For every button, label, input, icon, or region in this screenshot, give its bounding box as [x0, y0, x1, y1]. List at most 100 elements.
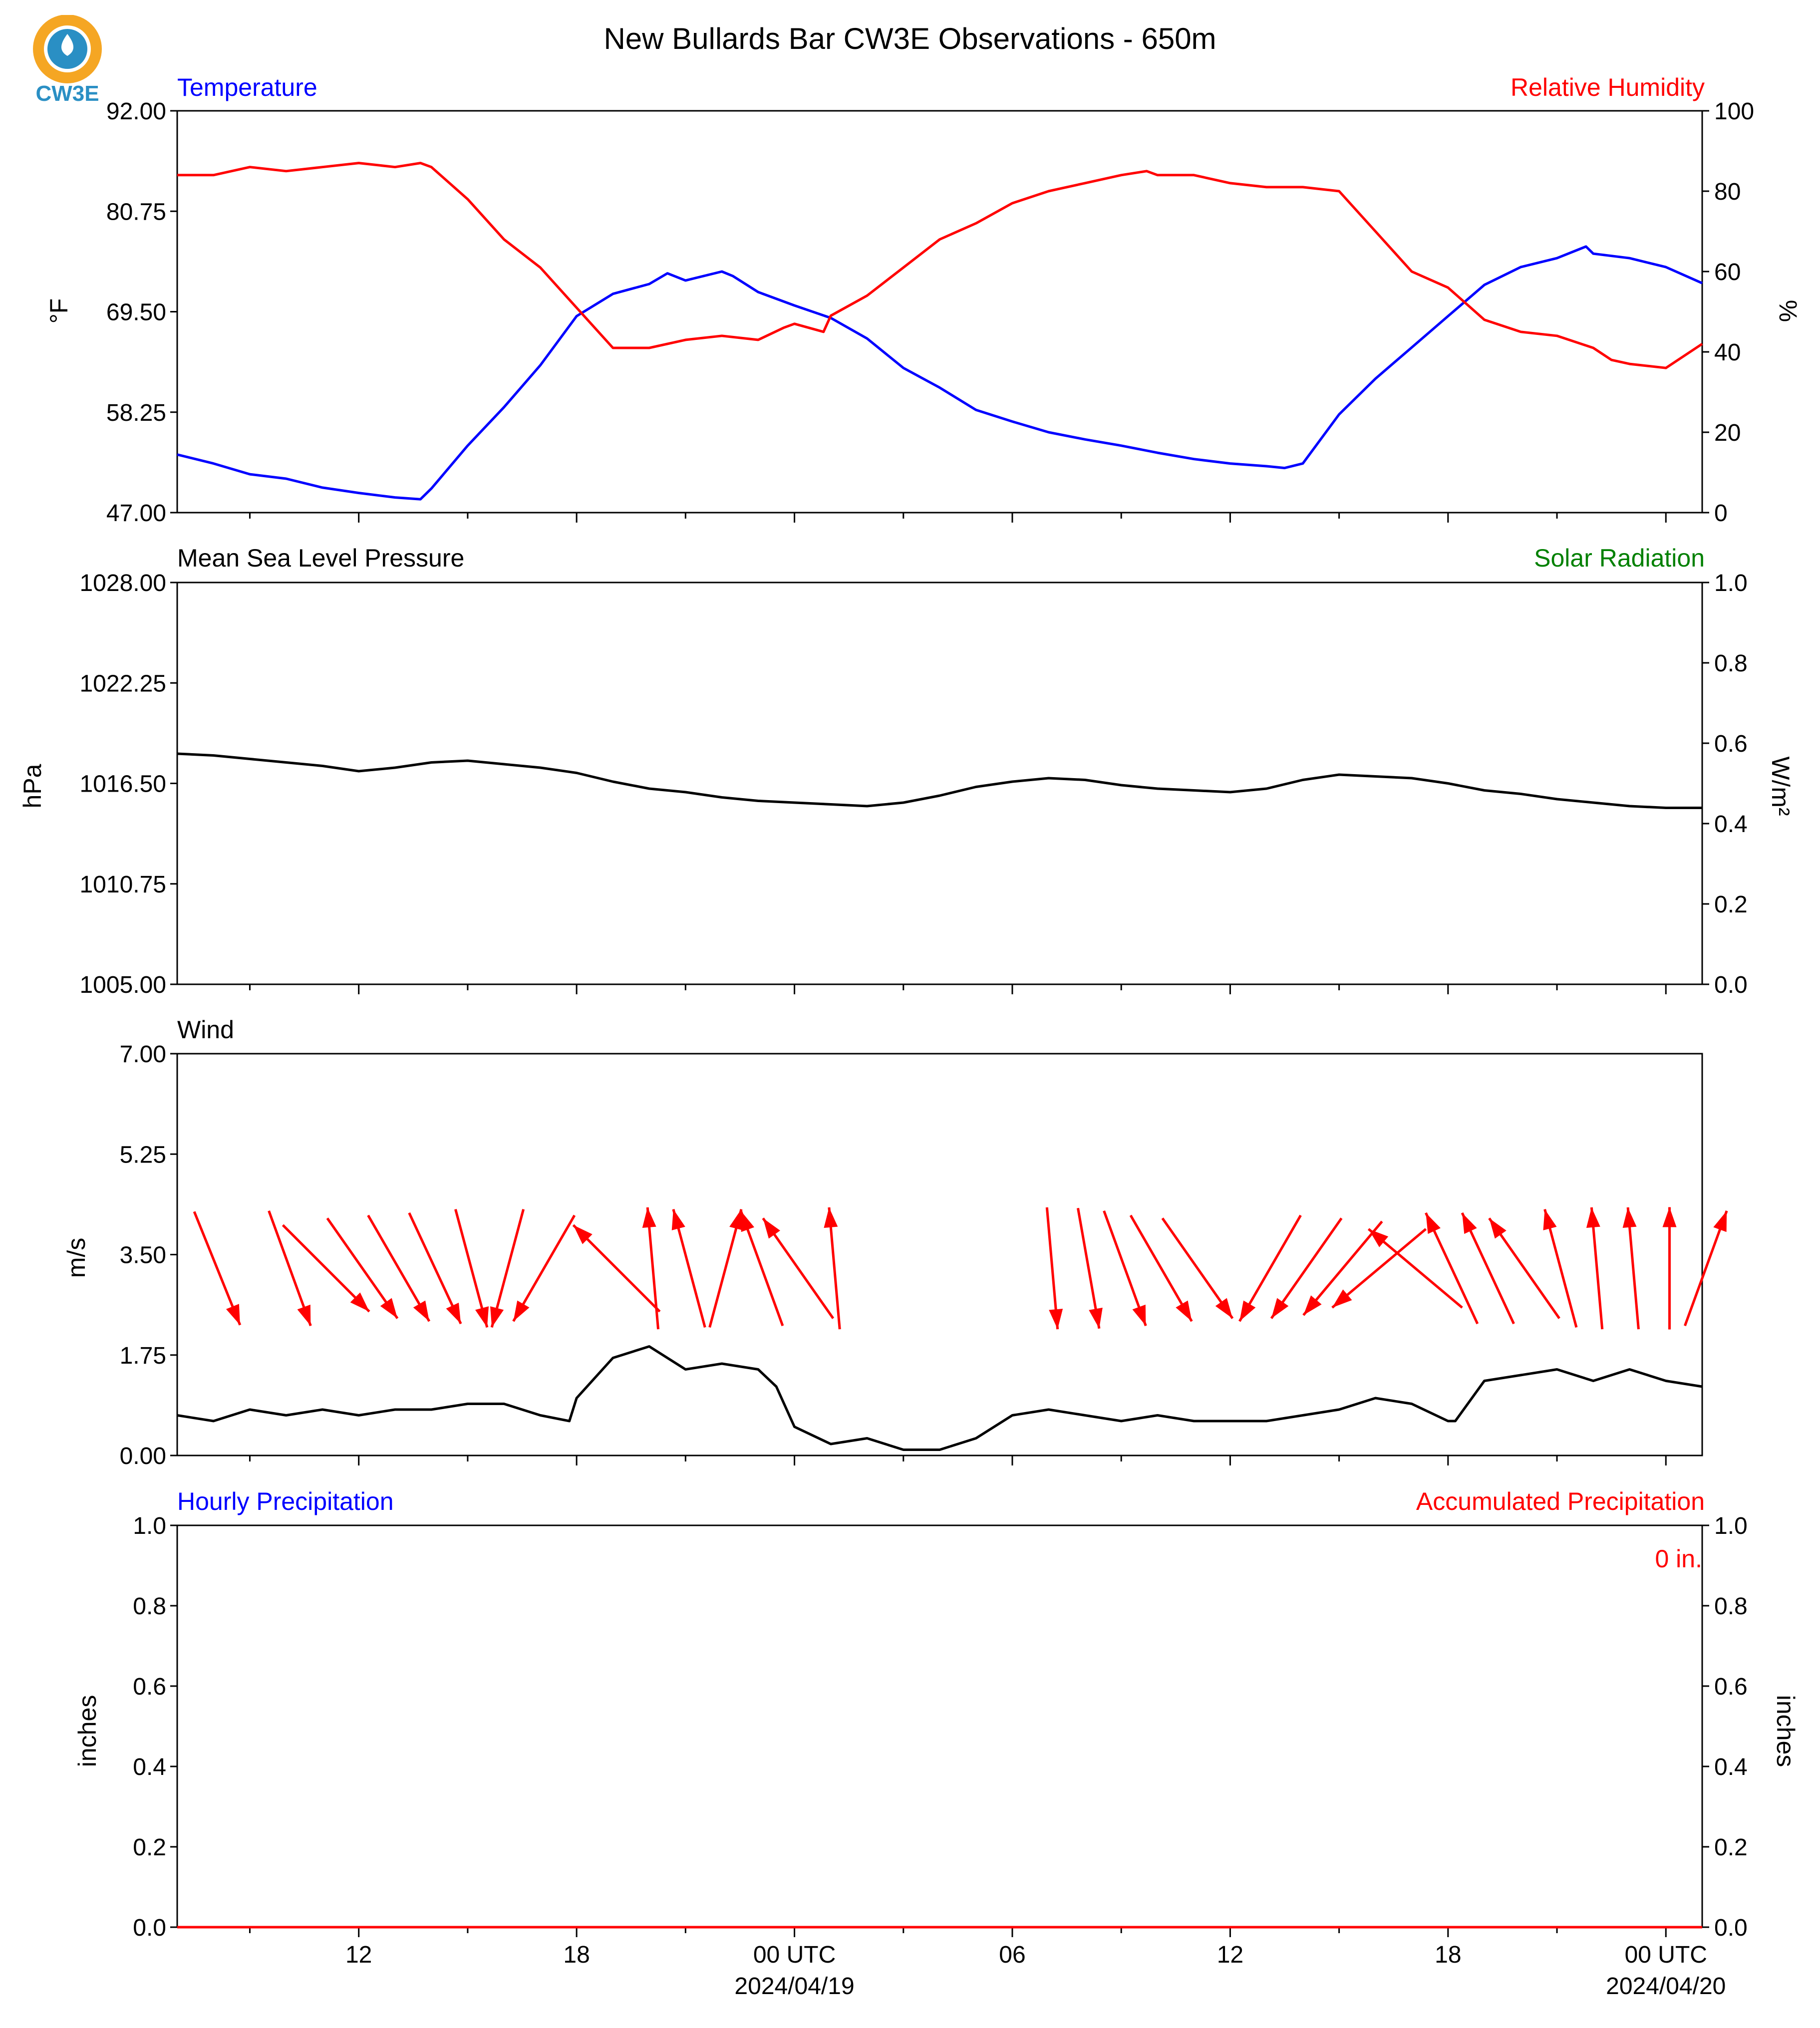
y-tick-label-left: 69.50 [106, 299, 166, 326]
hourly-precipitation-title: Hourly Precipitation [177, 1487, 394, 1515]
y-tick-label-left: 7.00 [120, 1041, 166, 1068]
wind-arrow-head [1176, 1300, 1192, 1322]
wind-direction-arrow [326, 1217, 399, 1319]
y-tick-label-left: 80.75 [106, 199, 166, 225]
wind-arrow-shaft [1425, 1212, 1479, 1325]
wind-arrow-head [1132, 1304, 1146, 1326]
x-tick-label: 12 [1217, 1942, 1243, 1968]
wind-direction-arrow [572, 1224, 661, 1313]
cw3e-logo: CW3E [25, 14, 110, 106]
wind-arrow-shaft [646, 1207, 660, 1330]
y-tick-label-right: 0.2 [1714, 891, 1748, 918]
pressure-plot-frame [176, 581, 1703, 985]
y-tick-label-left: 0.8 [133, 1593, 166, 1620]
logo-drop [61, 34, 74, 56]
wind-direction-arrow [193, 1211, 242, 1326]
wind-arrow-shaft [282, 1224, 370, 1313]
wind-arrow-head [824, 1207, 838, 1228]
precipitation-ylabel-right: inches [1772, 1695, 1800, 1767]
logo-text: CW3E [35, 81, 99, 105]
wind-direction-arrow [1331, 1228, 1427, 1309]
wind-direction-arrow [1488, 1217, 1560, 1319]
y-tick-label-right: 0.4 [1714, 1754, 1748, 1780]
y-tick-label-left: 1005.00 [79, 972, 166, 998]
wind-arrow-shaft [1103, 1210, 1147, 1326]
chart-title: New Bullards Bar CW3E Observations - 650… [604, 22, 1216, 55]
wind-direction-arrow [1662, 1207, 1677, 1330]
y-tick-label-right: 0.0 [1714, 1915, 1748, 1941]
wind-arrow-shaft [1461, 1212, 1515, 1325]
wind-arrow-shaft [1331, 1228, 1427, 1309]
y-tick-label-right: 0.6 [1714, 1674, 1748, 1700]
wind-arrow-head [1462, 1212, 1477, 1234]
wind-arrow-shaft [1270, 1217, 1343, 1319]
y-tick-label-right: 60 [1714, 259, 1741, 286]
x-tick-label: 06 [999, 1942, 1025, 1968]
wind-arrow-head [1543, 1209, 1557, 1230]
wind-direction-arrow [1161, 1217, 1234, 1319]
wind-direction-arrow [1238, 1214, 1302, 1322]
precip-plot-frame [176, 1524, 1703, 1928]
y-tick-label-right: 0.4 [1714, 811, 1748, 838]
y-tick-label-right: 80 [1714, 179, 1741, 205]
y-tick-label-left: 1022.25 [79, 670, 166, 697]
wind-arrow-shaft [193, 1211, 242, 1326]
wind-arrow-shaft [1045, 1207, 1059, 1330]
wind-arrow-shaft [512, 1214, 576, 1322]
y-tick-label-right: 40 [1714, 339, 1741, 366]
solar-radiation-ylabel: W/m² [1767, 756, 1795, 816]
wind-arrow-head [573, 1225, 593, 1244]
accumulated-precipitation-value: 0 in. [1655, 1545, 1702, 1573]
y-tick-label-left: 0.00 [120, 1443, 166, 1469]
wind-direction-arrow [1461, 1212, 1515, 1325]
wind-arrow-shaft [1161, 1217, 1234, 1319]
wind-arrow-head [1049, 1308, 1063, 1330]
wind-arrow-shaft [1488, 1217, 1560, 1319]
wind-arrow-head [226, 1304, 240, 1325]
wind-direction-arrow [408, 1212, 462, 1325]
y-tick-label-right: 0.6 [1714, 731, 1748, 757]
wind-arrow-head [380, 1298, 398, 1319]
wind-arrow-head [297, 1304, 311, 1326]
x-tick-label: 00 UTC [1625, 1942, 1707, 1968]
wind-arrow-shaft [572, 1224, 661, 1313]
y-tick-label-left: 0.4 [133, 1754, 166, 1780]
wind-arrow-head [741, 1210, 755, 1232]
y-tick-label-right: 0.2 [1714, 1834, 1748, 1861]
wind-arrow-shaft [1367, 1228, 1463, 1309]
y-tick-label-left: 1028.00 [79, 570, 166, 596]
wind-arrow-shaft [1129, 1214, 1193, 1322]
wind-direction-arrow [1103, 1210, 1147, 1326]
pressure-title: Mean Sea Level Pressure [177, 544, 464, 572]
y-tick-label-right: 0 [1714, 500, 1728, 527]
mean-sea-level-pressure-line [177, 752, 1702, 809]
y-tick-label-right: 0.8 [1714, 1593, 1748, 1620]
wind-arrow-shaft [1076, 1207, 1101, 1329]
wind-arrow-shaft [672, 1209, 706, 1328]
wind-arrow-head [413, 1300, 429, 1322]
wind-arrow-head [1586, 1207, 1600, 1228]
wind-direction-arrow [1302, 1220, 1383, 1316]
wind-arrow-head [763, 1218, 780, 1239]
wind-arrow-shaft [1238, 1214, 1302, 1322]
wind-arrow-head [513, 1300, 530, 1322]
wind-arrow-head [475, 1306, 489, 1328]
wind-arrow-head [1271, 1298, 1289, 1319]
wind-title: Wind [177, 1016, 234, 1044]
humidity-ylabel: % [1774, 300, 1802, 322]
temperature-humidity-panel: Temperature Relative Humidity °F % 47.00… [45, 73, 1802, 527]
x-axis-labels: 12 18 00 UTC 2024/04/19 06 12 18 00 UTC 2024/04/… [345, 1942, 1726, 2000]
wind-arrow-shaft [1302, 1220, 1383, 1316]
wind-direction-arrow [1622, 1207, 1640, 1330]
precipitation-panel: Hourly Precipitation Accumulated Precipi… [73, 1487, 1800, 1941]
temperature-line [177, 245, 1703, 501]
wind-arrow-shaft [708, 1209, 743, 1328]
wind-arrow-head [1713, 1210, 1727, 1232]
wind-arrow-head [1215, 1298, 1233, 1319]
wind-arrow-head [1489, 1218, 1507, 1239]
wind-arrow-shaft [739, 1210, 784, 1326]
y-tick-label-left: 47.00 [106, 500, 166, 527]
wind-direction-arrow [762, 1217, 835, 1319]
wind-direction-arrow [1367, 1228, 1463, 1309]
